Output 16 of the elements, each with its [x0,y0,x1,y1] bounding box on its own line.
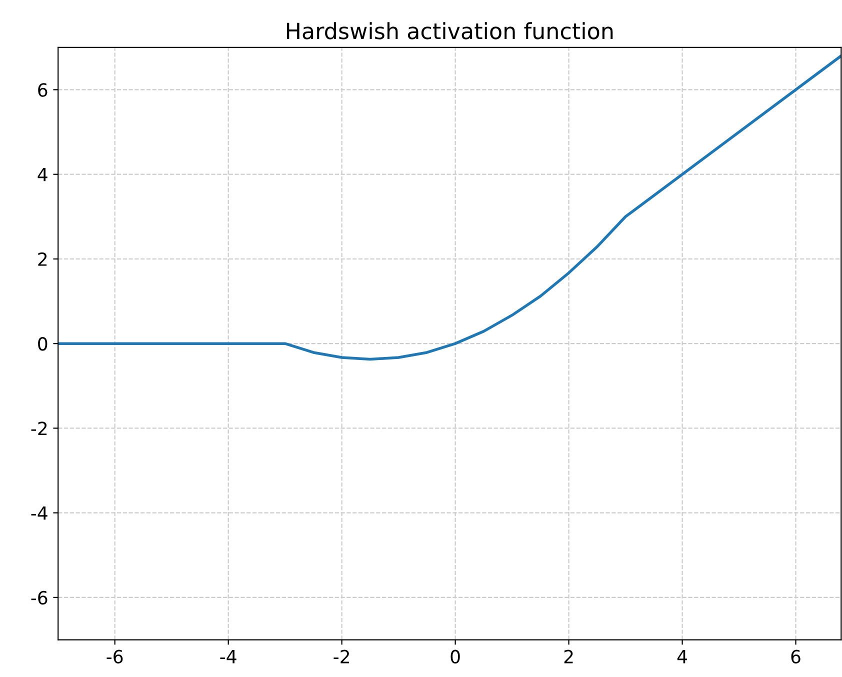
y-tick-label: 4 [38,168,48,182]
x-tick-label: 6 [791,650,800,664]
y-tick-label: -4 [31,506,48,520]
y-tick-label: -6 [31,590,48,605]
x-tick-label: -2 [334,650,350,664]
chart-title: Hardswish activation function [286,22,613,40]
x-tick-label: 0 [450,650,460,664]
x-tick-label: 2 [564,650,573,664]
y-tick-label: 6 [38,83,48,97]
x-tick-label: -4 [220,650,236,664]
x-tick-label: 4 [677,650,688,664]
y-tick-label: 2 [38,252,47,266]
x-tick-label: -6 [106,650,123,664]
y-tick-label: -2 [31,422,47,436]
y-tick-label: 0 [38,337,48,351]
line-series [58,54,842,361]
